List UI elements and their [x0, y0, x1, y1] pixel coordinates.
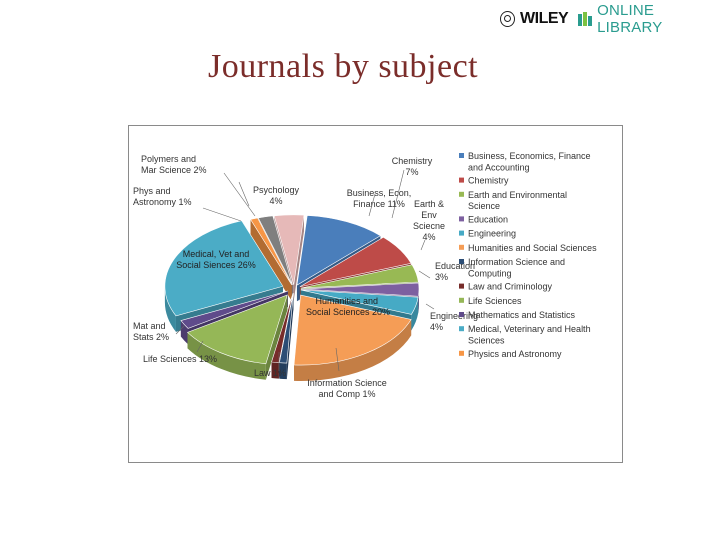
- leader-line-10: [175, 325, 185, 335]
- legend-item-4: Engineering: [468, 229, 516, 239]
- pie-slice-4: [300, 289, 419, 315]
- slice-edge-5-0: [294, 319, 412, 382]
- legend: Business, Economics, Finance and Accounti…: [459, 151, 597, 359]
- pie-slice-1: [299, 236, 412, 288]
- pie-slice-10: [164, 220, 284, 317]
- pie-slice-3: [300, 282, 420, 297]
- legend-swatch-11: [459, 350, 464, 356]
- slice-label-13: Psychology 4%: [253, 185, 300, 206]
- leader-line-6: [425, 303, 435, 310]
- leader-line-2: [223, 172, 256, 217]
- legend-item-8: Life Sciences: [468, 296, 522, 306]
- leader-lines: [175, 169, 435, 372]
- legend-item-5: Humanities and Social Sciences: [468, 243, 597, 253]
- page-title: Journals by subject: [208, 48, 479, 85]
- wiley-emblem-icon: [500, 11, 516, 27]
- legend-item-1: Chemistry: [468, 176, 509, 186]
- slice-edge-7-0: [271, 361, 279, 379]
- pie-slice-12: [257, 215, 293, 286]
- slice-edge-4-0: [411, 297, 419, 331]
- slice-label-4: Engineering 4%: [430, 311, 478, 332]
- leader-line-7: [335, 347, 340, 372]
- slice-edge-10-0: [164, 286, 176, 332]
- slice-label-9: Mat and Stats 2%: [133, 321, 169, 342]
- legend-item-3: Education: [468, 214, 508, 224]
- leader-line-3: [368, 193, 376, 217]
- legend-item-0: Business, Economics, Finance and Accounti…: [468, 151, 591, 172]
- slice-edge-8-0: [187, 332, 266, 380]
- slice-label-1: Chemistry 7%: [392, 156, 433, 177]
- slice-wall-end-13: [293, 215, 305, 301]
- legend-swatch-0: [459, 153, 464, 158]
- legend-item-6: Information Science and Computing: [468, 257, 565, 278]
- slice-label-2: Earth & Env Sciecne 4%: [413, 199, 445, 242]
- pie-slice-13: [273, 214, 305, 285]
- leader-line-11: [391, 169, 405, 219]
- slice-labels: Business, Econ, Finance 11% Chemistry 7% Ear…: [133, 154, 478, 399]
- leader-line-1: [202, 207, 242, 222]
- pie-slices: [164, 214, 420, 366]
- slice-wall-start-8: [265, 294, 288, 380]
- slice-edge-6-0: [279, 362, 287, 380]
- leader-line-9: [196, 340, 204, 353]
- legend-swatch-9: [459, 312, 464, 317]
- legend-swatch-5: [459, 244, 464, 250]
- legend-swatch-4: [459, 230, 464, 236]
- legend-swatch-2: [459, 191, 464, 197]
- slice-label-6: Information Science and Comp 1%: [307, 378, 387, 399]
- legend-swatch-3: [459, 216, 464, 222]
- legend-swatch-1: [459, 177, 464, 183]
- leader-line-5: [418, 270, 431, 279]
- pie-slice-5: [293, 294, 412, 366]
- legend-swatch-10: [459, 326, 464, 332]
- slice-label-11: Phys and Astronomy 1%: [133, 186, 192, 207]
- leader-line-0: [238, 181, 250, 207]
- pie-slice-9: [180, 290, 288, 329]
- slice-label-7: Law 1%: [254, 368, 286, 378]
- legend-item-9: Mathematics and Statistics: [468, 310, 576, 320]
- pie-slice-2: [300, 264, 419, 289]
- slice-label-12: Polymers and Mar Science 2%: [141, 154, 207, 175]
- legend-swatch-7: [459, 283, 464, 289]
- wiley-online-library-logo: WILEY ONLINE LIBRARY: [500, 2, 715, 36]
- legend-item-2: Earth and Environmental Science: [468, 190, 567, 211]
- slice-label-3: Education 3%: [435, 261, 475, 282]
- slice-edge-9-0: [180, 320, 189, 345]
- pie-slice-8: [186, 294, 288, 365]
- legend-item-7: Law and Criminology: [468, 282, 553, 292]
- brand-wiley: WILEY: [520, 10, 569, 27]
- pie-slice-11: [250, 217, 293, 286]
- books-icon: [578, 12, 593, 26]
- pie-slice-6: [279, 293, 294, 364]
- legend-swatch-6: [459, 259, 464, 264]
- legend-item-10: Medical, Veterinary and Health Sciences: [468, 324, 591, 345]
- slice-label-8: Life Sciences 13%: [143, 354, 217, 364]
- slice-label-0: Business, Econ, Finance 11%: [347, 188, 412, 209]
- chart-frame: Business, Econ, Finance 11% Chemistry 7% Ear…: [128, 125, 623, 463]
- pie-chart: Business, Econ, Finance 11% Chemistry 7% Ear…: [133, 151, 597, 399]
- leader-line-4: [420, 239, 426, 251]
- slice-label-10: Medical, Vet and Social Siences 26%: [176, 249, 256, 270]
- brand-online-library: ONLINE LIBRARY: [597, 2, 663, 36]
- pie-slice-0: [296, 215, 381, 286]
- slice-label-5: Humanities and Social Sciences 20%: [306, 296, 390, 317]
- legend-swatch-8: [459, 297, 464, 303]
- legend-item-11: Physics and Astronomy: [468, 349, 562, 359]
